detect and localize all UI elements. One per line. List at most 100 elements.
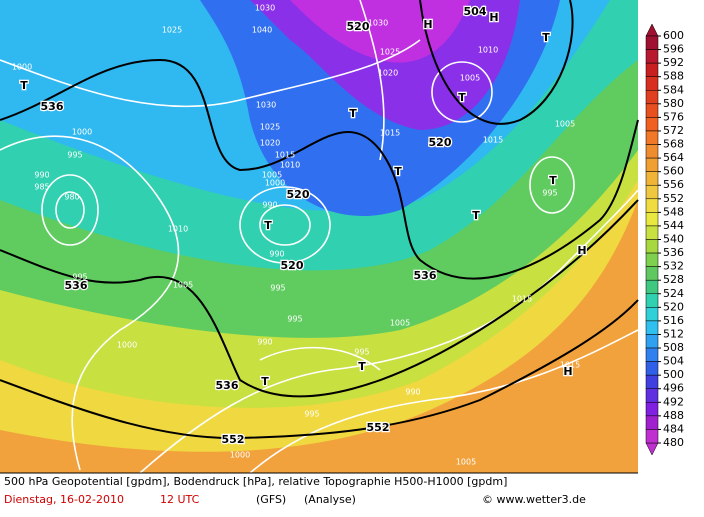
map-symbol: T [458,91,466,104]
isobar-label: 1000 [117,341,137,350]
isobar-label: 990 [257,338,272,347]
map-symbol: 504 [464,5,487,18]
isobar-label: 995 [72,273,87,282]
isobar-label: 1025 [260,123,280,132]
map-symbol: T [549,174,557,187]
height-contours [0,0,639,440]
isobars [0,0,575,471]
legend-swatch [645,239,659,254]
isobar-label: 980 [64,193,79,202]
legend-label: 588 [663,70,684,83]
legend-swatch [645,225,659,240]
isobar-label: 990 [34,171,49,180]
isobar-label: 1005 [456,458,476,467]
isobar-label: 990 [405,388,420,397]
legend-swatch [645,374,659,389]
isobar-label: 1015 [560,361,580,370]
isobar-label: 1040 [252,26,272,35]
isobar-label: 1015 [483,136,503,145]
isobar-label: 995 [270,284,285,293]
legend-swatch [645,279,659,295]
map-symbol: T [542,31,550,44]
legend-label: 520 [663,300,684,313]
legend-swatch [645,293,659,308]
legend-label: 596 [663,43,684,56]
legend-label: 556 [663,178,684,191]
isobar-label: 1010 [168,225,188,234]
map-symbol: T [20,79,28,92]
isobar-label: 1010 [280,161,300,170]
legend-swatch [645,429,659,444]
legend-swatch [645,361,659,376]
map-symbol: 536 [216,379,239,392]
isobar-label: 1020 [378,69,398,78]
map-symbol: 536 [414,269,437,282]
legend-swatch [645,266,659,281]
legend-label: 540 [663,233,684,246]
legend-label: 536 [663,246,684,259]
isobar-label: 1030 [368,19,388,28]
legend-swatch [645,62,659,77]
isobar-label: 985 [34,183,49,192]
legend-label: 568 [663,138,684,151]
legend-label: 580 [663,97,684,110]
isobar-label: 1025 [162,26,182,35]
legend-swatch [645,157,659,172]
legend-swatch [645,144,659,159]
isobar-label: 995 [354,348,369,357]
isobar-label: 1005 [460,74,480,83]
map-symbol: 520 [347,20,370,33]
footer-run: (Analyse) [304,493,356,506]
legend-swatch [645,212,659,227]
map-symbol: T [472,209,480,222]
legend-label: 532 [663,260,684,273]
legend-swatch [645,334,659,349]
map-symbol: 552 [367,421,390,434]
isobar-label: 995 [67,151,82,160]
footer-line1: 500 hPa Geopotential [gpdm], Bodendruck … [4,475,507,488]
legend-label: 528 [663,273,684,286]
legend-label: 560 [663,165,684,178]
legend-label: 572 [663,124,684,137]
isobar-label: 1000 [12,63,32,72]
map-symbol: 536 [41,100,64,113]
legend-label: 504 [663,355,684,368]
legend-swatch [645,130,659,145]
legend-label: 484 [663,422,684,435]
legend-label: 584 [663,83,684,96]
legend-label: 524 [663,287,684,300]
footer-credit: © www.wetter3.de [482,493,586,506]
legend-label: 548 [663,205,684,218]
isobar-label: 1030 [255,4,275,13]
legend-swatch [645,184,659,200]
legend-label: 488 [663,409,684,422]
map-symbol: T [394,165,402,178]
isobar-label: 1005 [555,120,575,129]
legend-swatch [645,252,659,267]
isobar-label: 1005 [390,319,410,328]
legend-swatch [645,90,659,105]
map-symbol: H [563,365,572,378]
isobar-label: 1015 [275,151,295,160]
legend-swatch [645,402,659,417]
legend-label: 552 [663,192,684,205]
footer-time: 12 UTC [160,493,200,506]
legend-swatch [645,117,659,132]
legend-label: 564 [663,151,684,164]
isobar-label: 1005 [173,281,193,290]
field-magenta [290,0,470,63]
legend-label: 496 [663,382,684,395]
legend-swatch [645,49,659,64]
isobar-label: 990 [262,201,277,210]
legend-swatch [645,198,659,213]
legend-swatch [645,103,659,118]
map-symbol: T [264,219,272,232]
legend-label: 508 [663,341,684,354]
legend-swatch [645,320,659,335]
legend-swatch [645,307,659,322]
isobar-label: 1000 [265,179,285,188]
legend-swatch [645,415,659,430]
map-symbol: H [489,11,498,24]
